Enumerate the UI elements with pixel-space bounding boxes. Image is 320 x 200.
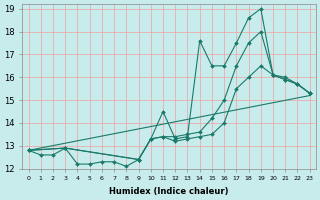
X-axis label: Humidex (Indice chaleur): Humidex (Indice chaleur) [109, 187, 229, 196]
